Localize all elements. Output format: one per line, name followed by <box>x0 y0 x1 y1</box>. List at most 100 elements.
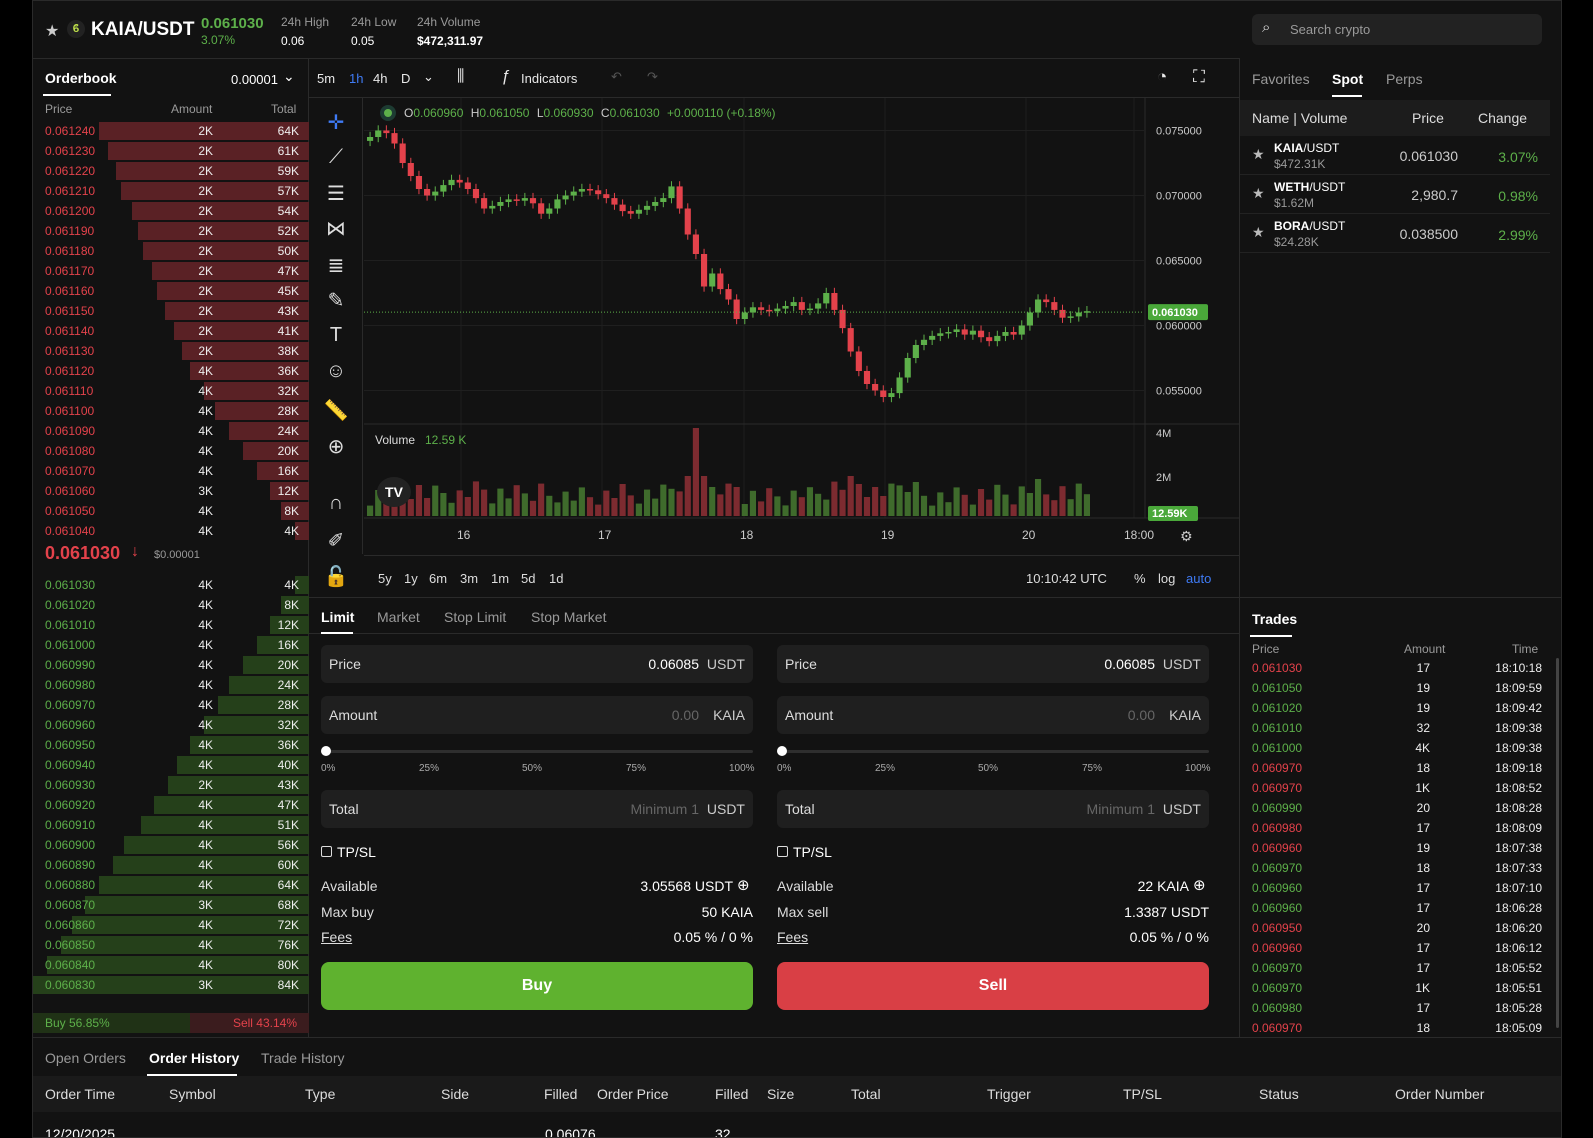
bid-row[interactable]: 0.060840 4K 80K <box>33 955 309 975</box>
tab-perps[interactable]: Perps <box>1386 71 1423 87</box>
bid-row[interactable]: 0.061010 4K 12K <box>33 615 309 635</box>
candle-type-icon[interactable]: ⫼ <box>457 68 465 85</box>
bid-row[interactable]: 0.060900 4K 56K <box>33 835 309 855</box>
bid-row[interactable]: 0.060990 4K 20K <box>33 655 309 675</box>
buy-tpsl-checkbox[interactable] <box>321 846 332 857</box>
tab-trade-history[interactable]: Trade History <box>261 1050 345 1066</box>
col-order-time[interactable]: Order Time <box>45 1086 116 1102</box>
star-icon[interactable]: ★ <box>1252 224 1265 240</box>
buy-total-field[interactable]: Total Minimum 1 USDT <box>321 790 753 828</box>
log-toggle[interactable]: log <box>1158 571 1176 586</box>
ask-row[interactable]: 0.061230 2K 61K <box>33 141 309 161</box>
market-row[interactable]: ★ WETH/USDT $1.62M 2,980.7 0.98% <box>1240 175 1550 214</box>
sell-amount-field[interactable]: Amount 0.00 KAIA <box>777 696 1209 734</box>
ask-row[interactable]: 0.061060 3K 12K <box>33 481 309 501</box>
buy-fees-label[interactable]: Fees <box>321 929 353 945</box>
chevron-down-icon[interactable]: ⌄ <box>423 69 434 84</box>
ask-row[interactable]: 0.061120 4K 36K <box>33 361 309 381</box>
bid-row[interactable]: 0.060890 4K 60K <box>33 855 309 875</box>
trades-title[interactable]: Trades <box>1252 611 1298 627</box>
buy-button[interactable]: Buy <box>321 962 753 1010</box>
precision-select[interactable]: 0.00001 <box>231 72 278 87</box>
tab-order-history[interactable]: Order History <box>149 1050 240 1066</box>
sell-amount-field-value[interactable]: 0.00 <box>1127 707 1155 723</box>
market-row[interactable]: ★ KAIA/USDT $472.31K 0.061030 3.07% <box>1240 136 1550 175</box>
bid-row[interactable]: 0.060830 3K 84K <box>33 975 309 995</box>
search-box[interactable]: ⌕ Search crypto <box>1252 14 1542 45</box>
ask-row[interactable]: 0.061090 4K 24K <box>33 421 309 441</box>
tab-limit[interactable]: Limit <box>321 609 355 625</box>
pair-title[interactable]: KAIA/USDT <box>91 19 195 40</box>
slider-handle[interactable] <box>777 746 787 756</box>
col-trigger[interactable]: Trigger <box>987 1086 1031 1102</box>
undo-icon[interactable]: ↶ <box>611 69 622 84</box>
star-icon[interactable]: ★ <box>45 23 60 40</box>
buy-price-field[interactable]: Price 0.06085 USDT <box>321 645 753 683</box>
range-1m[interactable]: 1m <box>491 571 510 586</box>
fib-icon[interactable]: ≣ <box>327 255 345 277</box>
tab-open-orders[interactable]: Open Orders <box>45 1050 126 1066</box>
star-icon[interactable]: ★ <box>1252 185 1265 201</box>
plus-circle-icon[interactable]: ⊕ <box>737 877 750 894</box>
sell-amount-slider[interactable] <box>777 750 1209 753</box>
buy-amount-field-value[interactable]: 0.00 <box>671 707 699 723</box>
ask-row[interactable]: 0.061140 2K 41K <box>33 321 309 341</box>
ask-row[interactable]: 0.061200 2K 54K <box>33 201 309 221</box>
col-order-number[interactable]: Order Number <box>1395 1086 1485 1102</box>
ask-row[interactable]: 0.061040 4K 4K <box>33 521 309 541</box>
ask-row[interactable]: 0.061080 4K 20K <box>33 441 309 461</box>
bid-row[interactable]: 0.060930 2K 43K <box>33 775 309 795</box>
bid-row[interactable]: 0.060870 3K 68K <box>33 895 309 915</box>
lock-draw-icon[interactable]: ✐ <box>327 530 345 552</box>
bid-row[interactable]: 0.060850 4K 76K <box>33 935 309 955</box>
ask-row[interactable]: 0.061190 2K 52K <box>33 221 309 241</box>
ask-row[interactable]: 0.061130 2K 38K <box>33 341 309 361</box>
tab-market[interactable]: Market <box>377 609 420 625</box>
indicators-button[interactable]: Indicators <box>521 71 578 86</box>
ask-row[interactable]: 0.061240 2K 64K <box>33 121 309 141</box>
ask-row[interactable]: 0.061180 2K 50K <box>33 241 309 261</box>
market-row[interactable]: ★ BORA/USDT $24.28K 0.038500 2.99% <box>1240 214 1550 253</box>
col-size[interactable]: Size <box>767 1086 795 1102</box>
bid-row[interactable]: 0.060960 4K 32K <box>33 715 309 735</box>
price-chart[interactable]: 0.075000 0.070000 0.065000 0.060000 0.055000… <box>364 98 1240 554</box>
col-filled[interactable]: Filled <box>544 1086 578 1102</box>
horizontal-lines-icon[interactable]: ☰ <box>327 183 345 205</box>
col-change[interactable]: Change <box>1478 110 1528 126</box>
star-icon[interactable]: ★ <box>1252 146 1265 162</box>
col-side[interactable]: Side <box>441 1086 470 1102</box>
sell-price-field[interactable]: Price 0.06085 USDT <box>777 645 1209 683</box>
ask-row[interactable]: 0.061210 2K 57K <box>33 181 309 201</box>
tab-favorites[interactable]: Favorites <box>1252 71 1310 87</box>
buy-total-field-value[interactable]: Minimum 1 <box>630 801 699 817</box>
emoji-icon[interactable]: ☺ <box>325 360 347 382</box>
col-status[interactable]: Status <box>1259 1086 1299 1102</box>
buy-amount-slider[interactable] <box>321 750 753 753</box>
col-symbol[interactable]: Symbol <box>169 1086 216 1102</box>
col-name[interactable]: Name | Volume <box>1252 110 1348 126</box>
bid-row[interactable]: 0.060950 4K 36K <box>33 735 309 755</box>
ask-row[interactable]: 0.061110 4K 32K <box>33 381 309 401</box>
bid-row[interactable]: 0.061030 4K 4K <box>33 575 309 595</box>
ask-row[interactable]: 0.061100 4K 28K <box>33 401 309 421</box>
tab-stop-limit[interactable]: Stop Limit <box>444 609 507 625</box>
range-1y[interactable]: 1y <box>404 571 418 586</box>
range-1d[interactable]: 1d <box>549 571 564 586</box>
col-price[interactable]: Price <box>1412 110 1444 126</box>
indicators-icon[interactable]: ƒ <box>501 68 510 85</box>
bid-row[interactable]: 0.060860 4K 72K <box>33 915 309 935</box>
search-input[interactable]: Search crypto <box>1290 22 1371 37</box>
chevron-down-icon[interactable]: ⌄ <box>283 68 295 84</box>
range-5y[interactable]: 5y <box>378 571 392 586</box>
bid-row[interactable]: 0.060940 4K 40K <box>33 755 309 775</box>
ask-row[interactable]: 0.061170 2K 47K <box>33 261 309 281</box>
tab-stop-market[interactable]: Stop Market <box>531 609 607 625</box>
tf-d[interactable]: D <box>401 71 411 86</box>
unlock-icon[interactable]: 🔓 <box>323 566 349 588</box>
buy-price-field-value[interactable]: 0.06085 <box>648 656 699 672</box>
redo-icon[interactable]: ↷ <box>647 69 658 84</box>
tab-spot[interactable]: Spot <box>1332 71 1364 87</box>
magnet-icon[interactable]: ∩ <box>328 492 344 514</box>
buy-amount-field[interactable]: Amount 0.00 KAIA <box>321 696 753 734</box>
brush-icon[interactable]: ✎ <box>327 290 345 312</box>
